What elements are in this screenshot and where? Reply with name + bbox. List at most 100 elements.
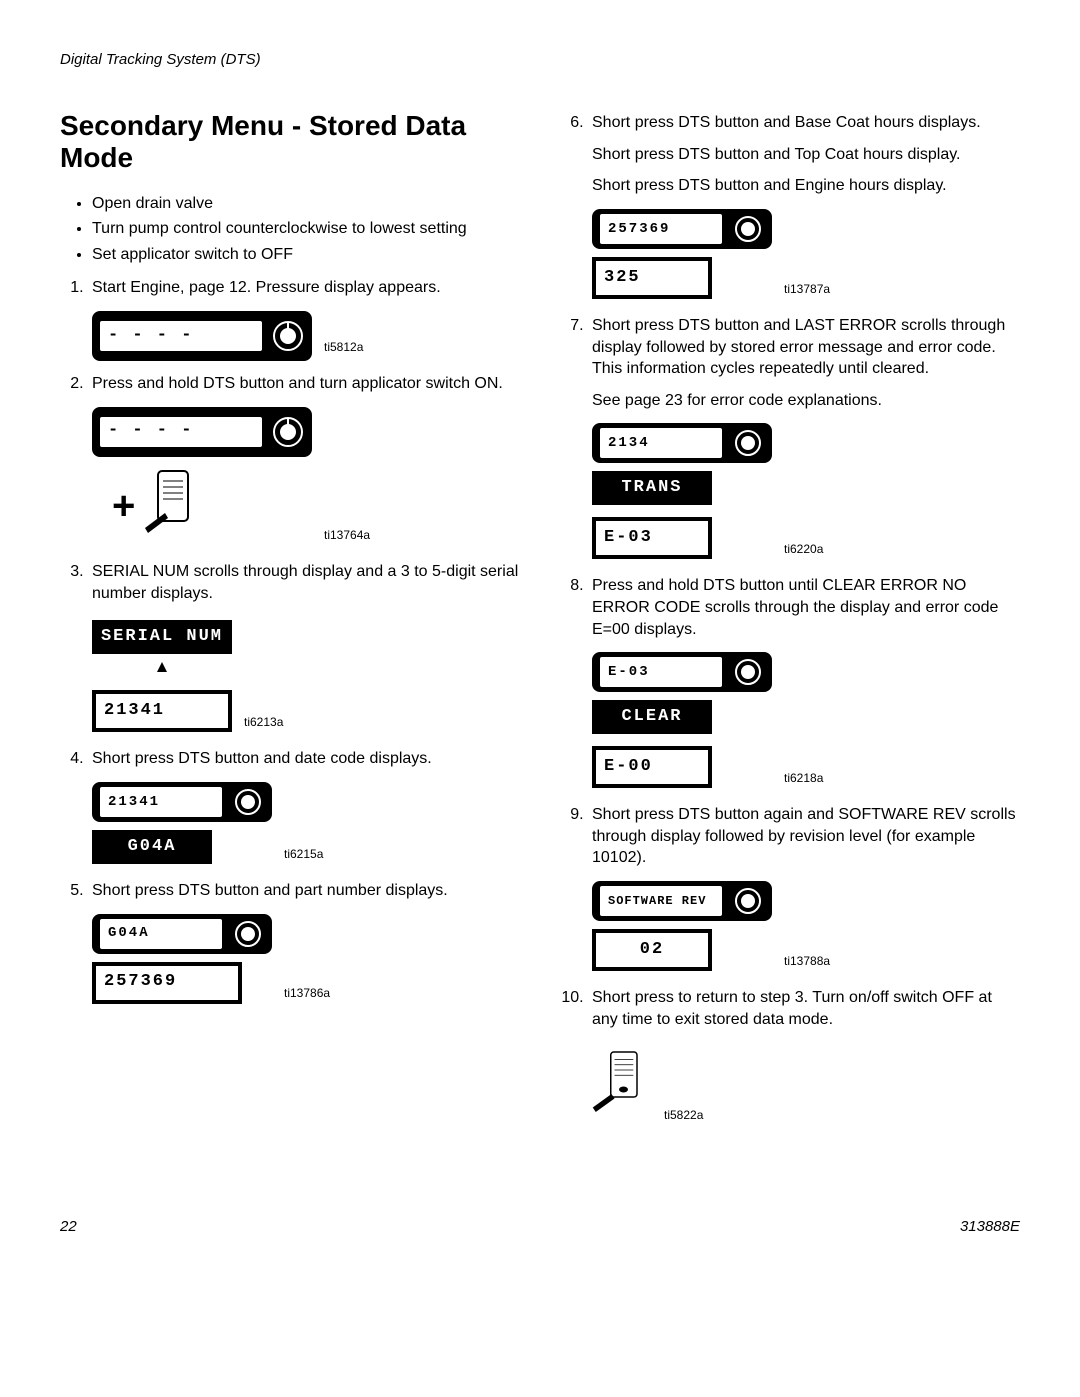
remote-icon xyxy=(592,1042,652,1129)
figure-id: ti6220a xyxy=(784,541,823,563)
step-text: Short press to return to step 3. Turn on… xyxy=(592,989,992,1028)
lcd-display: 257369 xyxy=(600,214,722,244)
dts-device: SOFTWARE REV xyxy=(592,881,772,921)
figure-6: 257369 325 ti13787a xyxy=(592,209,1020,303)
figure-id: ti5812a xyxy=(324,339,363,361)
figure-id: ti13787a xyxy=(784,281,830,303)
figure-5: G04A 257369 ti13786a xyxy=(92,914,520,1008)
knob-icon xyxy=(232,786,264,818)
figure-id: ti6213a xyxy=(244,714,283,736)
lcd-display: - - - - xyxy=(100,417,262,447)
lcd-display: 21341 xyxy=(100,787,222,817)
prep-bullets: Open drain valve Turn pump control count… xyxy=(60,193,520,266)
lcd-value: 02 xyxy=(596,933,708,967)
step-5: Short press DTS button and part number d… xyxy=(88,880,520,1008)
dts-device: 2134 xyxy=(592,423,772,463)
figure-id: ti13788a xyxy=(784,953,830,975)
step-3: SERIAL NUM scrolls through display and a… xyxy=(88,561,520,736)
figure-1: - - - - ti5812a xyxy=(92,311,520,361)
banner-text: SERIAL NUM xyxy=(101,626,223,649)
knob-icon xyxy=(732,213,764,245)
step-text: Start Engine, page 12. Pressure display … xyxy=(92,279,441,296)
lcd-value: 325 xyxy=(596,261,708,295)
figure-id: ti6218a xyxy=(784,770,823,792)
step-7: Short press DTS button and LAST ERROR sc… xyxy=(588,315,1020,563)
lcd-display: E-03 xyxy=(600,657,722,687)
figure-9: SOFTWARE REV 02 ti13788a xyxy=(592,881,1020,975)
figure-id: ti13786a xyxy=(284,985,330,1007)
banner-text: CLEAR xyxy=(621,706,682,729)
step-8: Press and hold DTS button until CLEAR ER… xyxy=(588,575,1020,792)
knob-icon xyxy=(232,918,264,950)
knob-icon xyxy=(732,885,764,917)
step-1: Start Engine, page 12. Pressure display … xyxy=(88,277,520,361)
lcd-display: SOFTWARE REV xyxy=(600,886,722,916)
dts-device: - - - - xyxy=(92,407,312,457)
left-column: Secondary Menu - Stored Data Mode Open d… xyxy=(60,100,520,1137)
step-text: Short press DTS button and Engine hours … xyxy=(592,175,1020,197)
steps-left: Start Engine, page 12. Pressure display … xyxy=(60,277,520,1007)
step-text: Short press DTS button and Base Coat hou… xyxy=(592,114,981,131)
page-footer: 22 313888E xyxy=(60,1217,1020,1237)
step-text: Short press DTS button and date code dis… xyxy=(92,750,432,767)
label-banner: TRANS xyxy=(592,471,712,505)
value-panel: 21341 xyxy=(92,690,232,732)
section-heading: Secondary Menu - Stored Data Mode xyxy=(60,110,520,174)
label-banner: SERIAL NUM xyxy=(92,620,232,654)
figure-4: 21341 G04A ti6215a xyxy=(92,782,520,868)
figure-id: ti6215a xyxy=(284,846,323,868)
document-id: 313888E xyxy=(960,1217,1020,1237)
value-banner: G04A xyxy=(92,830,212,864)
lcd-value: 21341 xyxy=(96,694,228,728)
label-banner: CLEAR xyxy=(592,700,712,734)
lcd-value: E-00 xyxy=(596,750,708,784)
lcd-value: E-03 xyxy=(596,521,708,555)
steps-right: Short press DTS button and Base Coat hou… xyxy=(560,112,1020,1129)
figure-10: ti5822a xyxy=(592,1042,1020,1129)
step-text: SERIAL NUM scrolls through display and a… xyxy=(92,563,518,602)
bullet-item: Open drain valve xyxy=(92,193,520,215)
banner-text: G04A xyxy=(128,836,177,859)
step-2: Press and hold DTS button and turn appli… xyxy=(88,373,520,549)
figure-7: 2134 TRANS E-03 ti6220a xyxy=(592,423,1020,563)
page-number: 22 xyxy=(60,1217,77,1237)
step-text: Short press DTS button and part number d… xyxy=(92,882,448,899)
page-header: Digital Tracking System (DTS) xyxy=(60,50,1020,70)
step-10: Short press to return to step 3. Turn on… xyxy=(588,987,1020,1129)
dts-device: G04A xyxy=(92,914,272,954)
step-text: See page 23 for error code explanations. xyxy=(592,390,1020,412)
step-9: Short press DTS button again and SOFTWAR… xyxy=(588,804,1020,975)
plus-icon: + xyxy=(112,486,135,526)
figure-3: SERIAL NUM 21341 ti6213a xyxy=(92,616,520,736)
value-panel: 257369 xyxy=(92,962,242,1004)
figure-id: ti13764a xyxy=(324,527,370,549)
step-4: Short press DTS button and date code dis… xyxy=(88,748,520,868)
value-panel: E-00 xyxy=(592,746,712,788)
dts-device: E-03 xyxy=(592,652,772,692)
step-text: Short press DTS button again and SOFTWAR… xyxy=(592,806,1016,866)
step-text: Short press DTS button and LAST ERROR sc… xyxy=(592,317,1005,377)
bullet-item: Turn pump control counterclockwise to lo… xyxy=(92,218,520,240)
dts-device: 21341 xyxy=(92,782,272,822)
dts-device: - - - - xyxy=(92,311,312,361)
step-text: Short press DTS button and Top Coat hour… xyxy=(592,144,1020,166)
value-panel: 325 xyxy=(592,257,712,299)
lcd-display: - - - - xyxy=(100,321,262,351)
right-column: Short press DTS button and Base Coat hou… xyxy=(560,100,1020,1137)
knob-icon xyxy=(732,656,764,688)
lcd-display: 2134 xyxy=(600,428,722,458)
step-6: Short press DTS button and Base Coat hou… xyxy=(588,112,1020,303)
knob-icon xyxy=(732,427,764,459)
step-text: Press and hold DTS button until CLEAR ER… xyxy=(592,577,998,637)
knob-icon xyxy=(272,320,304,352)
content-columns: Secondary Menu - Stored Data Mode Open d… xyxy=(60,100,1020,1137)
bullet-item: Set applicator switch to OFF xyxy=(92,244,520,266)
figure-8: E-03 CLEAR E-00 ti6218a xyxy=(592,652,1020,792)
step-text: Press and hold DTS button and turn appli… xyxy=(92,375,503,392)
figure-2: - - - - + xyxy=(92,407,520,550)
lcd-value: 257369 xyxy=(96,966,238,1000)
knob-icon xyxy=(272,416,304,448)
figure-id: ti5822a xyxy=(664,1107,703,1129)
value-panel: 02 xyxy=(592,929,712,971)
lcd-display: G04A xyxy=(100,919,222,949)
